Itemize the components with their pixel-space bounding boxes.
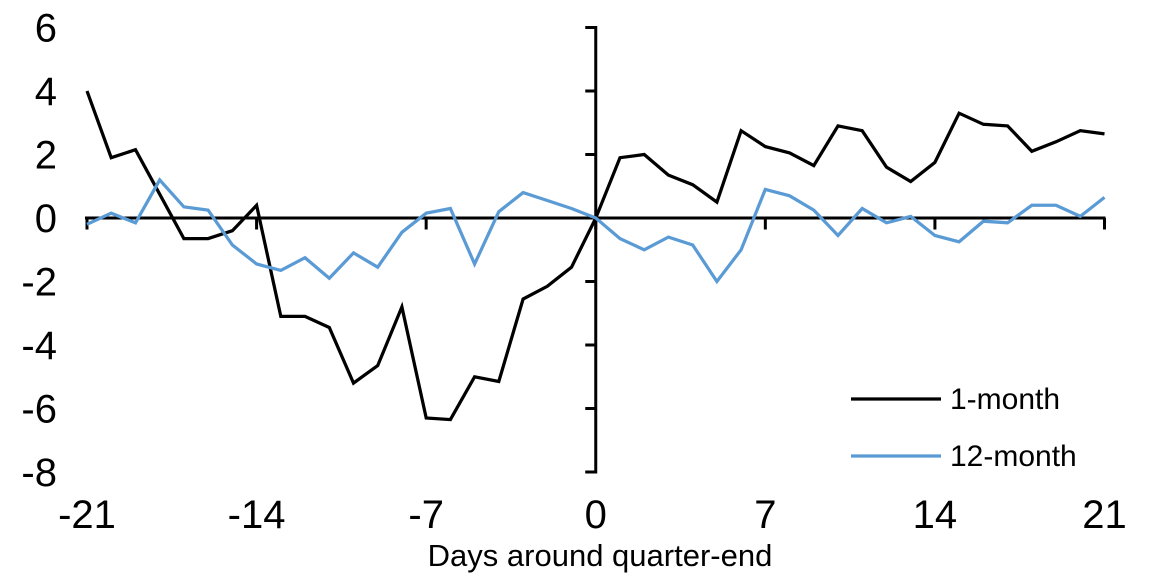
y-tick-label: -8 bbox=[21, 451, 57, 495]
x-axis-title: Days around quarter-end bbox=[428, 538, 773, 573]
y-tick-label: 6 bbox=[35, 7, 57, 51]
y-tick-label: -2 bbox=[21, 261, 57, 305]
y-tick-label: 0 bbox=[35, 197, 57, 241]
legend-label-1-month: 1-month bbox=[950, 383, 1060, 416]
x-tick-label: 21 bbox=[1082, 493, 1127, 537]
y-tick-label: 4 bbox=[35, 70, 57, 114]
series-line-12-month bbox=[86, 177, 1106, 285]
y-tick-label: -4 bbox=[21, 324, 57, 368]
x-tick-label: 7 bbox=[754, 493, 776, 537]
x-tick-label: -7 bbox=[408, 493, 444, 537]
x-tick-label: -21 bbox=[58, 493, 116, 537]
x-tick-label: 0 bbox=[585, 493, 607, 537]
x-tick-label: 14 bbox=[913, 493, 958, 537]
legend-label-12-month: 12-month bbox=[950, 440, 1077, 473]
y-tick-label: -6 bbox=[21, 388, 57, 432]
x-tick-label: -14 bbox=[228, 493, 286, 537]
y-tick-label: 2 bbox=[35, 134, 57, 178]
